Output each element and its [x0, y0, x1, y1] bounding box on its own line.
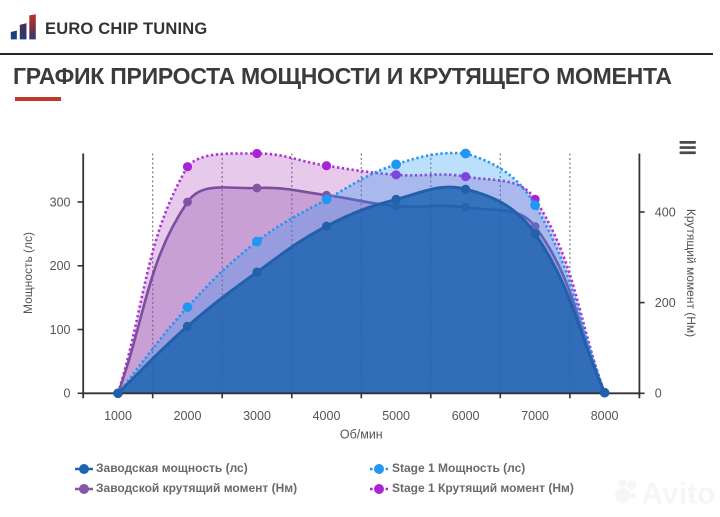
svg-text:4000: 4000 — [313, 409, 341, 423]
svg-text:5000: 5000 — [382, 409, 410, 423]
svg-text:1000: 1000 — [104, 409, 132, 423]
svg-text:Крутящий момент (Нм): Крутящий момент (Нм) — [684, 209, 698, 337]
svg-text:400: 400 — [655, 205, 676, 219]
svg-text:8000: 8000 — [591, 409, 619, 423]
svg-text:2000: 2000 — [174, 409, 202, 423]
svg-text:Мощность (лс): Мощность (лс) — [21, 232, 35, 314]
svg-text:200: 200 — [50, 259, 71, 273]
svg-text:Avito: Avito — [642, 477, 716, 510]
svg-text:300: 300 — [50, 195, 71, 209]
svg-text:100: 100 — [50, 323, 71, 337]
svg-text:Об/мин: Об/мин — [340, 427, 383, 441]
svg-text:0: 0 — [655, 387, 662, 401]
svg-text:7000: 7000 — [521, 409, 549, 423]
svg-text:200: 200 — [655, 296, 676, 310]
svg-text:0: 0 — [64, 387, 71, 401]
svg-text:3000: 3000 — [243, 409, 271, 423]
svg-text:6000: 6000 — [452, 409, 480, 423]
